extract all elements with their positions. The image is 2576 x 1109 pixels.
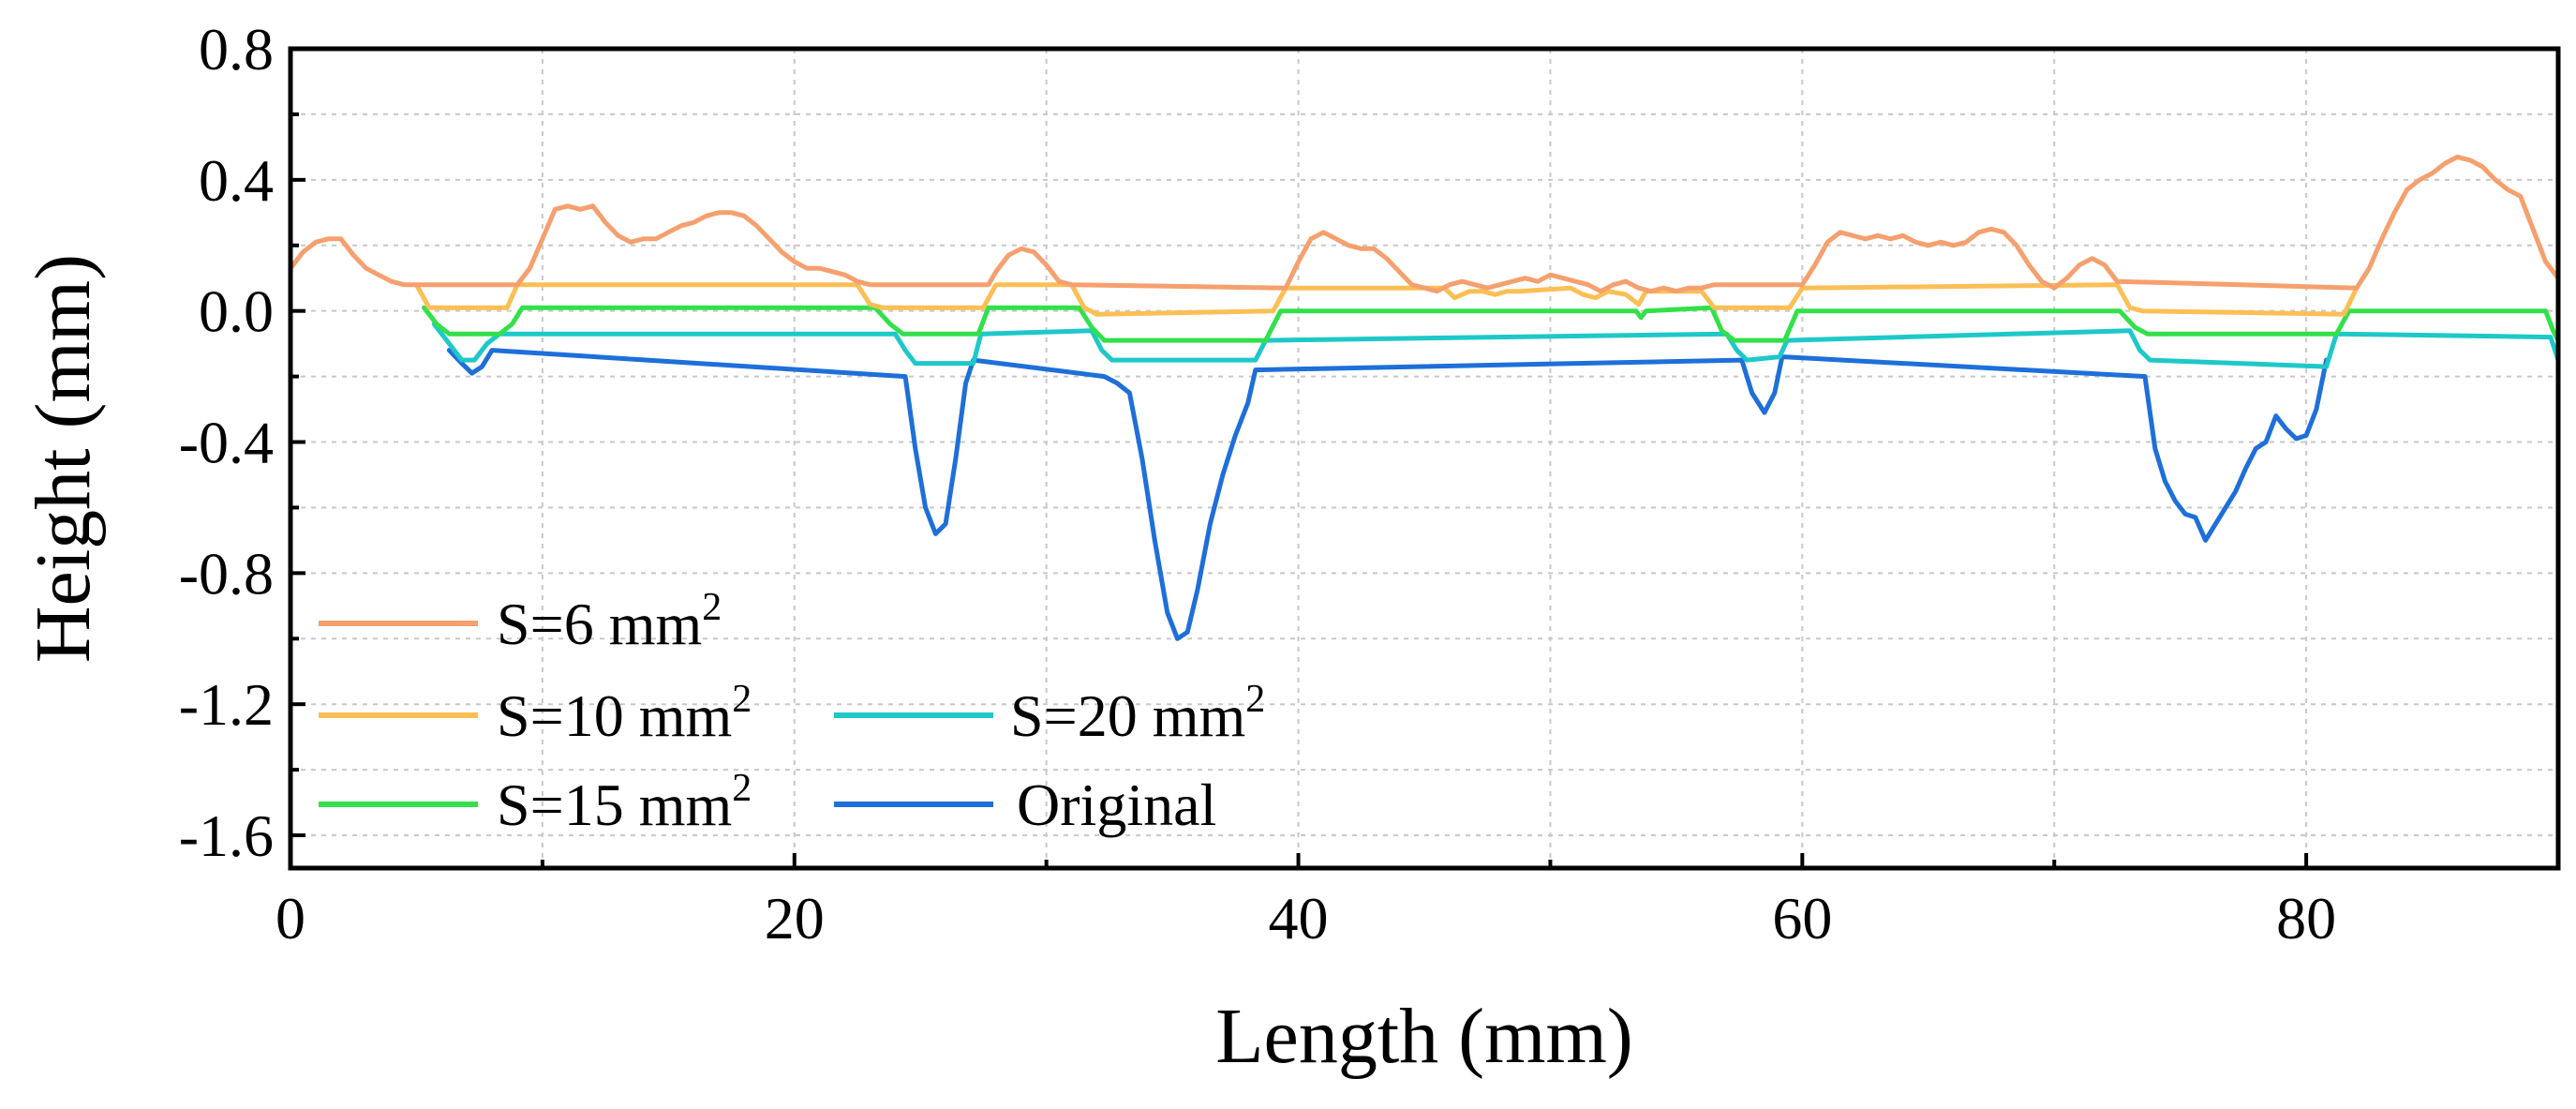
y-axis-label: Height (mm) bbox=[20, 254, 107, 663]
series-line-original bbox=[446, 348, 2330, 641]
legend-label-s15: S=15 mm2 bbox=[497, 767, 752, 838]
legend-sup-s15: 2 bbox=[732, 767, 752, 810]
legend-sup-s10: 2 bbox=[732, 678, 752, 721]
data-series bbox=[288, 154, 2561, 641]
legend-label-s6: S=6 mm2 bbox=[497, 586, 722, 657]
legend-sup-s6: 2 bbox=[702, 586, 722, 629]
y-tick-label: 0.0 bbox=[199, 278, 274, 345]
x-tick-label: 0 bbox=[275, 885, 305, 952]
y-tick-label: 0.8 bbox=[199, 16, 274, 82]
x-tick-label: 20 bbox=[765, 885, 825, 952]
legend-label-s20: S=20 mm2 bbox=[1010, 678, 1265, 749]
series-line-s-15-mm bbox=[422, 305, 2561, 343]
series-line-s-10-mm bbox=[413, 282, 2360, 317]
legend-sup-s20: 2 bbox=[1245, 678, 1265, 721]
x-axis-label: Length (mm) bbox=[1215, 993, 1633, 1080]
legend-text-s6: S=6 mm bbox=[497, 591, 702, 657]
x-tick-label: 60 bbox=[1772, 885, 1832, 952]
x-tick-label: 80 bbox=[2276, 885, 2336, 952]
x-tick-label: 40 bbox=[1269, 885, 1329, 952]
y-tick-label: -1.6 bbox=[179, 802, 274, 869]
series-line-s-20-mm bbox=[431, 322, 2561, 369]
y-tick-label: -0.4 bbox=[179, 410, 274, 476]
y-tick-label: -1.2 bbox=[179, 671, 274, 738]
legend: S=6 mm2 S=10 mm2 S=20 mm2 S=15 mm2 Origi… bbox=[319, 586, 1265, 838]
y-tick-label: -0.8 bbox=[179, 540, 274, 607]
legend-text-s20: S=20 mm bbox=[1010, 682, 1245, 749]
series-line-s-6-mm bbox=[288, 154, 2561, 294]
plot-frame bbox=[288, 46, 2561, 871]
y-tick-label: 0.4 bbox=[199, 147, 274, 214]
legend-text-s15: S=15 mm bbox=[497, 772, 732, 838]
axis-ticks: 0 20 40 60 80 -1.6 -1.2 -0.8 -0.4 0.0 0.4 0.8 bbox=[179, 16, 2560, 952]
legend-label-original: Original bbox=[1017, 772, 1216, 838]
legend-label-s10: S=10 mm2 bbox=[497, 678, 752, 749]
legend-text-s10: S=10 mm bbox=[497, 682, 732, 749]
